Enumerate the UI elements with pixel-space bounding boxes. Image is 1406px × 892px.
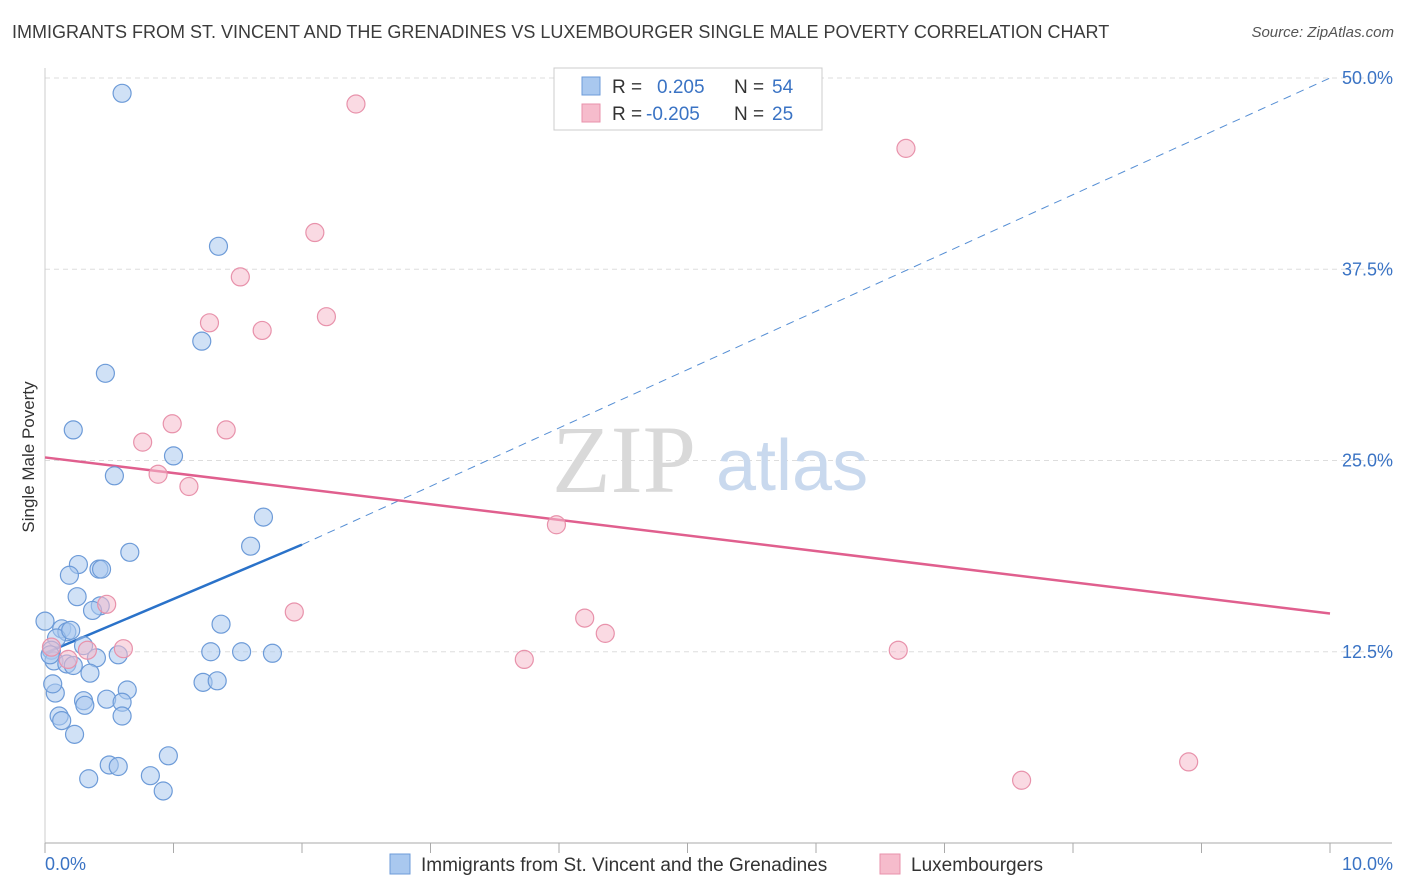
point-blue-45 (158, 746, 178, 766)
point-pink-13 (284, 602, 304, 622)
watermark-atlas: atlas (716, 426, 868, 506)
point-blue-12 (91, 559, 112, 579)
point-blue-0 (112, 83, 132, 103)
point-blue-8 (241, 536, 261, 556)
y-tick-labels: 12.5% 25.0% 37.5% 50.0% (1342, 68, 1393, 662)
series-label-pink: Luxembourgers (911, 855, 1043, 876)
point-blue-7 (253, 507, 274, 527)
point-pink-10 (148, 464, 168, 484)
legend-r-value-blue: 0.205 (657, 77, 705, 98)
legend-n-label-blue: N = (734, 77, 764, 98)
point-blue-43 (52, 710, 72, 731)
data-points (35, 83, 1199, 801)
point-blue-1 (208, 236, 229, 256)
axes (44, 68, 1392, 853)
point-pink-6 (252, 320, 272, 341)
point-pink-17 (113, 639, 133, 659)
series-swatch-blue (389, 853, 411, 875)
point-blue-41 (112, 706, 132, 726)
point-blue-47 (108, 756, 128, 777)
series-swatch-pink (879, 853, 901, 875)
point-blue-50 (153, 781, 173, 801)
grid-lines (45, 77, 1390, 653)
point-pink-2 (305, 222, 325, 243)
point-pink-21 (1179, 752, 1199, 772)
legend-swatch-pink (581, 103, 601, 123)
correlation-legend: R = 0.205 N = 54 R = -0.205 N = 25 (553, 67, 823, 131)
watermark: ZIP atlas (552, 406, 868, 513)
watermark-zip: ZIP (552, 406, 696, 513)
x-tick-label-1: 10.0% (1342, 854, 1393, 874)
point-blue-18 (35, 611, 55, 631)
legend-r-label-pink: R = (612, 104, 642, 125)
point-blue-52 (43, 674, 63, 694)
point-blue-48 (140, 766, 160, 786)
point-blue-2 (192, 331, 212, 351)
x-tick-labels: 0.0% 10.0% (45, 854, 1393, 874)
point-pink-3 (230, 267, 250, 287)
legend-n-value-blue: 54 (772, 77, 794, 98)
point-blue-40 (75, 695, 95, 715)
point-pink-20 (888, 640, 908, 660)
point-blue-13 (59, 565, 80, 585)
trend-line-blue (44, 543, 303, 655)
point-blue-5 (163, 446, 184, 466)
y-tick-label-1: 25.0% (1342, 451, 1393, 471)
trend-line-pink (44, 456, 1331, 615)
point-pink-5 (199, 313, 220, 333)
point-pink-23 (41, 637, 62, 657)
point-pink-4 (316, 307, 337, 327)
point-pink-19 (514, 649, 534, 670)
x-tick-label-0: 0.0% (45, 854, 86, 874)
y-tick-label-2: 37.5% (1342, 259, 1393, 279)
point-pink-11 (179, 476, 199, 497)
point-pink-15 (575, 608, 595, 628)
point-pink-7 (162, 414, 182, 434)
legend-r-value-pink: -0.205 (646, 104, 700, 125)
series-label-blue: Immigrants from St. Vincent and the Gren… (421, 855, 827, 876)
point-pink-18 (77, 640, 98, 660)
point-blue-4 (63, 420, 83, 440)
point-blue-24 (201, 642, 221, 662)
point-pink-24 (58, 649, 78, 670)
point-blue-34 (207, 671, 227, 691)
point-blue-53 (61, 620, 81, 640)
point-blue-25 (232, 642, 252, 662)
trend-lines (44, 77, 1331, 655)
point-pink-22 (1011, 770, 1032, 790)
legend-n-label-pink: N = (734, 104, 764, 125)
legend-n-value-pink: 25 (772, 104, 793, 125)
point-blue-49 (79, 769, 99, 789)
legend-r-label-blue: R = (612, 77, 642, 98)
point-blue-3 (95, 363, 115, 383)
point-blue-32 (80, 663, 100, 683)
point-pink-12 (546, 515, 567, 535)
point-blue-38 (97, 689, 117, 709)
y-axis-label: Single Male Poverty (19, 381, 38, 533)
point-pink-14 (97, 594, 117, 614)
point-pink-9 (133, 432, 153, 452)
point-pink-8 (216, 420, 236, 440)
series-legend: Immigrants from St. Vincent and the Gren… (389, 853, 1043, 876)
point-pink-16 (595, 623, 615, 643)
point-pink-0 (346, 94, 366, 114)
legend-swatch-blue (581, 76, 601, 96)
point-pink-1 (896, 138, 916, 158)
y-tick-label-0: 12.5% (1342, 642, 1393, 662)
point-blue-26 (262, 643, 283, 663)
trend-line-blue-extension (301, 77, 1331, 546)
point-blue-17 (211, 614, 231, 634)
point-blue-44 (64, 724, 85, 744)
point-blue-14 (67, 587, 87, 607)
chart-title: IMMIGRANTS FROM ST. VINCENT AND THE GREN… (12, 22, 1110, 42)
source-credit: Source: ZipAtlas.com (1251, 24, 1394, 41)
point-blue-9 (120, 542, 140, 562)
point-blue-6 (104, 466, 124, 486)
y-tick-label-3: 50.0% (1342, 68, 1393, 88)
